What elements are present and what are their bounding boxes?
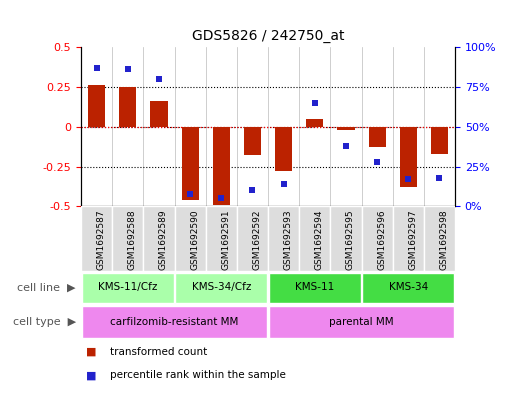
Text: GSM1692587: GSM1692587 (97, 209, 106, 270)
Bar (143, 206, 175, 271)
Title: GDS5826 / 242750_at: GDS5826 / 242750_at (192, 29, 344, 43)
Text: GSM1692597: GSM1692597 (408, 209, 417, 270)
Text: carfilzomib-resistant MM: carfilzomib-resistant MM (110, 316, 238, 327)
Bar (88, 85, 105, 127)
Bar (337, 127, 355, 130)
Bar (176, 273, 267, 303)
Text: KMS-34: KMS-34 (389, 282, 428, 292)
Text: GSM1692591: GSM1692591 (221, 209, 230, 270)
Text: ■: ■ (86, 370, 97, 380)
Bar (393, 206, 424, 271)
Text: KMS-34/Cfz: KMS-34/Cfz (191, 282, 251, 292)
Bar (268, 206, 299, 271)
Text: KMS-11: KMS-11 (295, 282, 334, 292)
Bar (369, 127, 385, 147)
Text: cell type  ▶: cell type ▶ (13, 317, 76, 327)
Bar (81, 206, 112, 271)
Bar (213, 127, 230, 205)
Text: GSM1692590: GSM1692590 (190, 209, 199, 270)
Text: GSM1692588: GSM1692588 (128, 209, 137, 270)
Bar (206, 206, 237, 271)
Point (373, 159, 381, 165)
Bar (299, 206, 331, 271)
Bar (400, 127, 417, 187)
Bar (269, 273, 360, 303)
Bar (424, 206, 455, 271)
Point (311, 100, 319, 106)
Text: GSM1692589: GSM1692589 (159, 209, 168, 270)
Point (155, 76, 163, 82)
Text: parental MM: parental MM (329, 316, 394, 327)
Text: ■: ■ (86, 347, 97, 357)
Text: KMS-11/Cfz: KMS-11/Cfz (98, 282, 157, 292)
Bar (361, 206, 393, 271)
Bar (362, 273, 454, 303)
Bar (269, 307, 454, 338)
Text: transformed count: transformed count (110, 347, 207, 357)
Bar (112, 206, 143, 271)
Point (123, 66, 132, 73)
Text: percentile rank within the sample: percentile rank within the sample (110, 370, 286, 380)
Bar (82, 273, 174, 303)
Point (342, 143, 350, 149)
Bar (175, 206, 206, 271)
Bar (151, 101, 167, 127)
Text: GSM1692592: GSM1692592 (253, 209, 262, 270)
Point (435, 174, 444, 181)
Bar (431, 127, 448, 154)
Bar (181, 127, 199, 200)
Text: GSM1692596: GSM1692596 (377, 209, 386, 270)
Bar (244, 127, 261, 155)
Point (404, 176, 413, 182)
Point (217, 195, 225, 202)
Point (248, 187, 257, 193)
Point (186, 191, 195, 197)
Text: GSM1692595: GSM1692595 (346, 209, 355, 270)
Text: GSM1692593: GSM1692593 (283, 209, 293, 270)
Text: cell line  ▶: cell line ▶ (17, 283, 76, 293)
Bar (82, 307, 267, 338)
Bar (119, 87, 137, 127)
Text: GSM1692598: GSM1692598 (439, 209, 448, 270)
Bar (237, 206, 268, 271)
Point (279, 181, 288, 187)
Bar (331, 206, 361, 271)
Bar (275, 127, 292, 171)
Point (93, 65, 101, 71)
Text: GSM1692594: GSM1692594 (315, 209, 324, 270)
Bar (306, 119, 323, 127)
